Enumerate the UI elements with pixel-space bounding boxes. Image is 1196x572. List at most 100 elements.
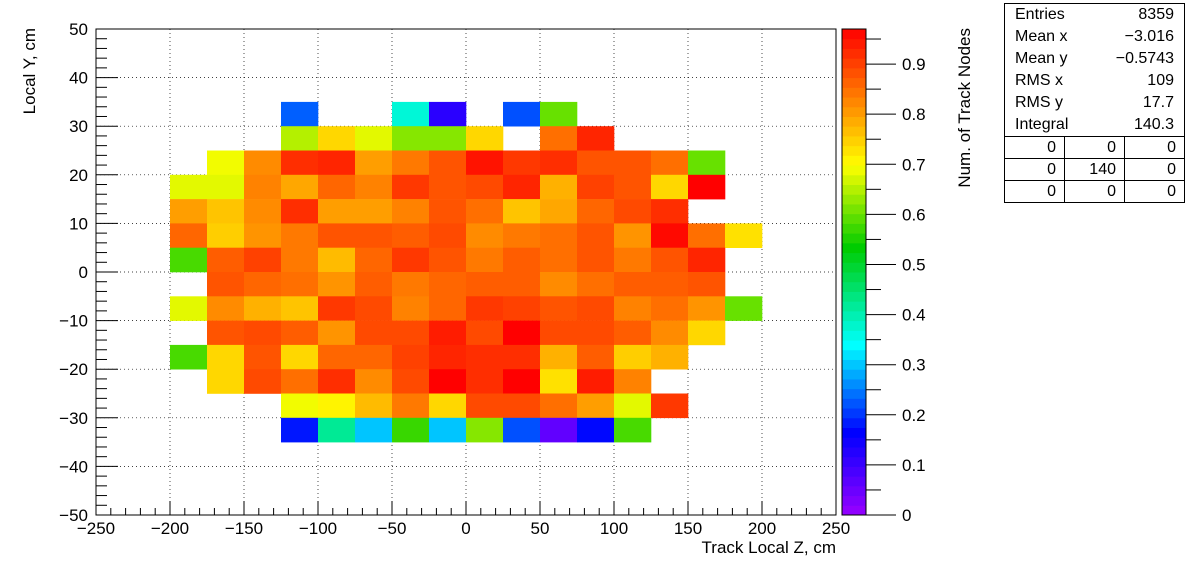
- color-scale-band: [842, 272, 866, 283]
- heatmap-cell: [466, 344, 504, 370]
- overflow-cell: 0: [1124, 137, 1184, 158]
- color-scale-band: [842, 165, 866, 176]
- heatmap-cell: [503, 417, 541, 443]
- heatmap-cell: [466, 272, 504, 297]
- heatmap-cell: [207, 223, 245, 248]
- heatmap-cell: [503, 199, 541, 224]
- color-scale-band: [842, 145, 866, 156]
- heatmap-cell: [614, 247, 652, 273]
- heatmap-cell: [577, 223, 615, 248]
- heatmap-cell: [244, 223, 282, 248]
- color-scale-band: [842, 398, 866, 409]
- color-scale-band: [842, 476, 866, 487]
- stat-value: 140.3: [1133, 116, 1174, 133]
- stat-value: 109: [1147, 72, 1174, 89]
- heatmap-cell: [355, 272, 393, 297]
- x-tick-label: −100: [299, 519, 337, 538]
- heatmap-cell: [355, 369, 393, 394]
- heatmap-cell: [466, 247, 504, 273]
- heatmap-cell: [392, 199, 430, 224]
- heatmap-cell: [244, 344, 282, 370]
- color-scale-tick-label: 0.4: [902, 306, 926, 325]
- overflow-row: 0 0 0: [1005, 136, 1184, 158]
- heatmap-cell: [540, 247, 578, 273]
- heatmap-cell: [355, 344, 393, 370]
- heatmap-cell: [355, 174, 393, 200]
- heatmap-cell: [651, 296, 689, 321]
- heatmap-cell: [392, 272, 430, 297]
- heatmap-cell: [281, 393, 319, 419]
- stat-label: Entries: [1015, 6, 1065, 23]
- heatmap-cell: [651, 174, 689, 200]
- color-scale-band: [842, 281, 866, 292]
- heatmap-cell: [577, 344, 615, 370]
- heatmap-cell: [429, 199, 467, 224]
- color-scale-band: [842, 252, 866, 263]
- heatmap-cell: [318, 199, 356, 224]
- x-axis-label: Track Local Z, cm: [702, 538, 836, 557]
- heatmap-cell: [503, 344, 541, 370]
- heatmap-cell: [651, 393, 689, 419]
- color-scale-band: [842, 456, 866, 467]
- x-tick-label: 0: [461, 519, 470, 538]
- heatmap-cell: [540, 272, 578, 297]
- heatmap-cell: [503, 247, 541, 273]
- heatmap-cell: [688, 272, 726, 297]
- heatmap-cell: [466, 320, 504, 346]
- color-scale-band: [842, 427, 866, 438]
- heatmap-cell: [429, 247, 467, 273]
- heatmap-cell: [318, 223, 356, 248]
- heatmap-cell: [503, 320, 541, 346]
- overflow-cell: 0: [1064, 137, 1124, 158]
- color-scale-band: [842, 213, 866, 224]
- y-tick-label: 30: [69, 117, 88, 136]
- y-tick-label: 10: [69, 214, 88, 233]
- heatmap-cell: [688, 174, 726, 200]
- heatmap-cell: [207, 150, 245, 176]
- y-tick-label: −50: [59, 506, 88, 525]
- heatmap-cell: [540, 369, 578, 394]
- heatmap-cell: [614, 150, 652, 176]
- color-scale-band: [842, 97, 866, 108]
- heatmap-cell: [318, 344, 356, 370]
- color-scale-tick-label: 0.9: [902, 55, 926, 74]
- stat-value: 17.7: [1142, 94, 1174, 111]
- heatmap-cell: [540, 296, 578, 321]
- y-tick-label: 40: [69, 69, 88, 88]
- heatmap-cell: [392, 247, 430, 273]
- heatmap-cell: [688, 320, 726, 346]
- heatmap-cell: [429, 272, 467, 297]
- heatmap-cell: [577, 369, 615, 394]
- color-scale-tick-label: 0.1: [902, 456, 926, 475]
- heatmap-cell: [540, 150, 578, 176]
- stat-rms-x: RMS x 109: [1005, 70, 1184, 92]
- heatmap-cell: [318, 417, 356, 443]
- heatmap-cell: [207, 344, 245, 370]
- stat-mean-x: Mean x −3.016: [1005, 26, 1184, 48]
- heatmap-cell: [207, 174, 245, 200]
- heatmap-cell: [281, 126, 319, 151]
- heatmap-cell: [429, 296, 467, 321]
- heatmap-cell: [577, 417, 615, 443]
- y-tick-label: 50: [69, 20, 88, 39]
- color-scale-tick-label: 0.3: [902, 356, 926, 375]
- heatmap-cell: [503, 223, 541, 248]
- stat-label: RMS y: [1015, 94, 1063, 111]
- heatmap-cell: [318, 247, 356, 273]
- heatmap-cell: [170, 223, 208, 248]
- heatmap-cells: [170, 101, 763, 443]
- heatmap-cell: [614, 369, 652, 394]
- heatmap-cell: [577, 199, 615, 224]
- overflow-cell: 0: [1047, 139, 1056, 156]
- heatmap-cell: [318, 272, 356, 297]
- heatmap-cell: [614, 320, 652, 346]
- heatmap-cell: [614, 393, 652, 419]
- heatmap-cell: [503, 369, 541, 394]
- color-scale: 0 0.1 0.2 0.3 0.4 0.5 0.6 0.7 0.8 0.9: [841, 28, 926, 525]
- heatmap-cell: [281, 150, 319, 176]
- stat-label: Mean x: [1015, 28, 1068, 45]
- y-axis-label: Local Y, cm: [20, 28, 39, 114]
- x-tick-label: 100: [600, 519, 628, 538]
- heatmap-cell: [392, 296, 430, 321]
- heatmap-cell: [614, 223, 652, 248]
